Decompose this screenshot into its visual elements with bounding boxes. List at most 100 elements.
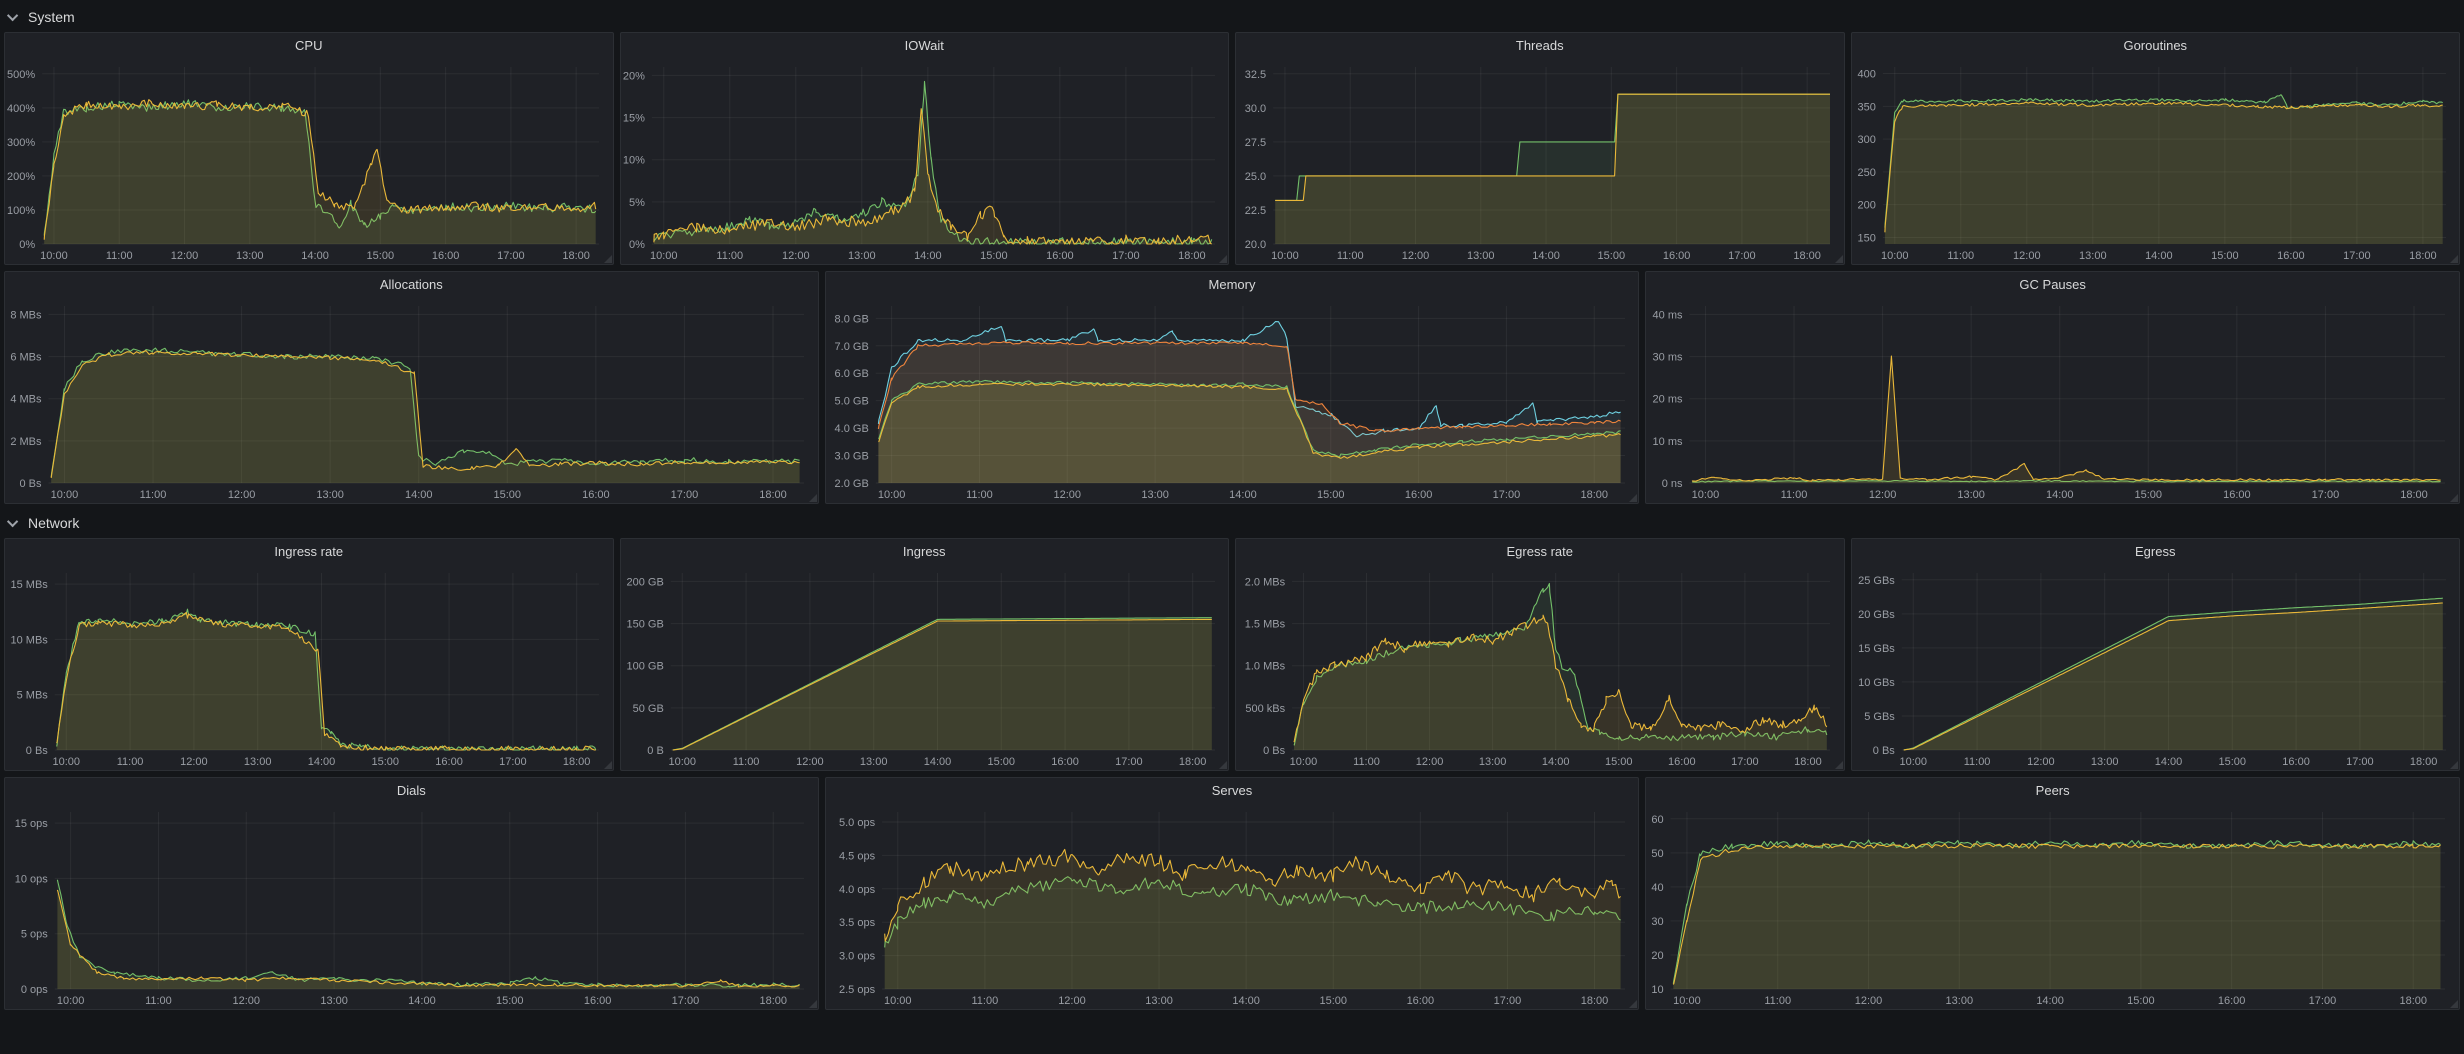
panel-resize-handle[interactable] bbox=[1629, 494, 1638, 502]
x-tick-label: 15:00 bbox=[2127, 995, 2155, 1007]
panel-resize-handle[interactable] bbox=[1219, 761, 1227, 769]
panel-title[interactable]: Egress bbox=[2135, 544, 2176, 559]
panel-title[interactable]: Ingress bbox=[902, 544, 946, 559]
timeseries-cpu[interactable]: 10:00 11:00 12:00 13:00 14:00 15:00 16:00 17:00… bbox=[5, 59, 613, 264]
panel-title[interactable]: Memory bbox=[1208, 277, 1256, 292]
panel-title[interactable]: Dials bbox=[396, 783, 426, 798]
chart-area[interactable]: 10:00 11:00 12:00 13:00 14:00 15:00 16:00 17:00… bbox=[1852, 59, 2460, 264]
y-tick-label: 5% bbox=[628, 197, 644, 209]
series-line-yellow bbox=[883, 848, 1621, 942]
series-area-green bbox=[44, 99, 596, 244]
chart-area[interactable]: 10:00 11:00 12:00 13:00 14:00 15:00 16:00 17:00… bbox=[5, 565, 613, 770]
timeseries-allocations[interactable]: 10:00 11:00 12:00 13:00 14:00 15:00 16:00 17:00… bbox=[5, 298, 818, 503]
panel-resize-handle[interactable] bbox=[1629, 1000, 1638, 1008]
y-tick-label: 200 GB bbox=[626, 576, 663, 588]
panel-resize-handle[interactable] bbox=[1834, 761, 1843, 769]
chart-area[interactable]: 10:00 11:00 12:00 13:00 14:00 15:00 16:00 17:00… bbox=[5, 298, 818, 503]
y-tick-label: 30 ms bbox=[1653, 352, 1683, 364]
timeseries-threads[interactable]: 10:00 11:00 12:00 13:00 14:00 15:00 16:00 17:00… bbox=[1236, 59, 1844, 264]
chart-area[interactable]: 10:00 11:00 12:00 13:00 14:00 15:00 16:00 17:00… bbox=[1646, 804, 2459, 1009]
series-area-green bbox=[56, 609, 596, 750]
timeseries-dials[interactable]: 10:00 11:00 12:00 13:00 14:00 15:00 16:00 17:00… bbox=[5, 804, 818, 1009]
y-tick-label: 20 bbox=[1652, 950, 1664, 962]
panel-resize-handle[interactable] bbox=[1834, 255, 1843, 263]
x-tick-label: 16:00 bbox=[1668, 756, 1696, 768]
chart-area[interactable]: 10:00 11:00 12:00 13:00 14:00 15:00 16:00 17:00… bbox=[1646, 298, 2459, 503]
panel-resize-handle[interactable] bbox=[808, 1000, 817, 1008]
chart-area[interactable]: 10:00 11:00 12:00 13:00 14:00 15:00 16:00 17:00… bbox=[5, 804, 818, 1009]
x-tick-label: 18:00 bbox=[1793, 250, 1821, 262]
panel-serves: Serves 10:00 11:00 12:00 13:00 14:00 15:00 16:0… bbox=[824, 777, 1640, 1010]
timeseries-peers[interactable]: 10:00 11:00 12:00 13:00 14:00 15:00 16:00 17:00… bbox=[1646, 804, 2459, 1009]
panel-resize-handle[interactable] bbox=[2450, 255, 2458, 263]
timeseries-egress-rate[interactable]: 10:00 11:00 12:00 13:00 14:00 15:00 16:00 17:00… bbox=[1236, 565, 1844, 770]
y-tick-label: 0 ops bbox=[21, 984, 48, 996]
x-tick-label: 13:00 bbox=[1479, 756, 1507, 768]
y-tick-label: 50 bbox=[1652, 848, 1664, 860]
y-tick-label: 25.0 bbox=[1245, 171, 1266, 183]
chart-area[interactable]: 10:00 11:00 12:00 13:00 14:00 15:00 16:00 17:00… bbox=[826, 804, 1639, 1009]
panel-title[interactable]: Goroutines bbox=[2123, 38, 2188, 53]
y-tick-label: 20% bbox=[622, 70, 644, 82]
timeseries-gc-pauses[interactable]: 10:00 11:00 12:00 13:00 14:00 15:00 16:00 17:00… bbox=[1646, 298, 2459, 503]
panel-resize-handle[interactable] bbox=[2450, 494, 2458, 502]
panel-title[interactable]: Allocations bbox=[379, 277, 443, 292]
panel-resize-handle[interactable] bbox=[2450, 1000, 2458, 1008]
y-tick-label: 0% bbox=[628, 239, 644, 251]
timeseries-iowait[interactable]: 10:00 11:00 12:00 13:00 14:00 15:00 16:00 17:00… bbox=[621, 59, 1229, 264]
chart-area[interactable]: 10:00 11:00 12:00 13:00 14:00 15:00 16:00 17:00… bbox=[621, 59, 1229, 264]
panel-title[interactable]: Peers bbox=[2035, 783, 2070, 798]
panel-title[interactable]: Ingress rate bbox=[274, 544, 344, 559]
y-tick-label: 350 bbox=[1857, 101, 1875, 113]
timeseries-serves[interactable]: 10:00 11:00 12:00 13:00 14:00 15:00 16:00 17:00… bbox=[826, 804, 1639, 1009]
series-line-yellow bbox=[1903, 602, 2443, 751]
x-tick-label: 15:00 bbox=[2218, 756, 2246, 768]
panel-iowait: IOWait 10:00 11:00 12:00 13:00 14:00 15:00 16:0… bbox=[619, 32, 1229, 265]
timeseries-ingress-rate[interactable]: 10:00 11:00 12:00 13:00 14:00 15:00 16:00 17:00… bbox=[5, 565, 613, 770]
chart-area[interactable]: 10:00 11:00 12:00 13:00 14:00 15:00 16:00 17:00… bbox=[1236, 565, 1844, 770]
section-header-system[interactable]: System bbox=[2, 4, 2462, 30]
x-tick-label: 14:00 bbox=[405, 489, 433, 501]
panel-allocations: Allocations 10:00 11:00 12:00 13:00 14:00 15:0… bbox=[4, 271, 819, 504]
panel-resize-handle[interactable] bbox=[2450, 761, 2458, 769]
x-tick-label: 17:00 bbox=[672, 995, 700, 1007]
chart-area[interactable]: 10:00 11:00 12:00 13:00 14:00 15:00 16:00 17:00… bbox=[1852, 565, 2460, 770]
x-tick-label: 10:00 bbox=[650, 250, 678, 262]
timeseries-memory[interactable]: 10:00 11:00 12:00 13:00 14:00 15:00 16:00 17:00… bbox=[826, 298, 1639, 503]
x-tick-label: 14:00 bbox=[408, 995, 436, 1007]
y-tick-label: 27.5 bbox=[1245, 137, 1266, 149]
timeseries-ingress[interactable]: 10:00 11:00 12:00 13:00 14:00 15:00 16:00 17:00… bbox=[621, 565, 1229, 770]
x-tick-label: 11:00 bbox=[1947, 250, 1974, 262]
chart-area[interactable]: 10:00 11:00 12:00 13:00 14:00 15:00 16:00 17:00… bbox=[621, 565, 1229, 770]
panel-resize-handle[interactable] bbox=[1219, 255, 1227, 263]
panel-title[interactable]: IOWait bbox=[904, 38, 944, 53]
series-area-yellow bbox=[1294, 615, 1827, 750]
series-line-green bbox=[1293, 582, 1828, 746]
series-line-yellow bbox=[1293, 614, 1828, 743]
panel-title[interactable]: Egress rate bbox=[1506, 544, 1573, 559]
chart-area[interactable]: 10:00 11:00 12:00 13:00 14:00 15:00 16:00 17:00… bbox=[5, 59, 613, 264]
chart-area[interactable]: 10:00 11:00 12:00 13:00 14:00 15:00 16:00 17:00… bbox=[826, 298, 1639, 503]
chevron-down-icon bbox=[6, 515, 19, 528]
section-header-network[interactable]: Network bbox=[2, 510, 2462, 536]
y-tick-label: 6.0 GB bbox=[834, 368, 868, 380]
panel-resize-handle[interactable] bbox=[603, 255, 612, 263]
panel-title[interactable]: GC Pauses bbox=[2019, 277, 2086, 292]
series-line-green bbox=[1883, 94, 2443, 228]
series-area-yellow bbox=[653, 108, 1212, 244]
panel-title[interactable]: Threads bbox=[1515, 38, 1564, 53]
x-tick-label: 13:00 bbox=[244, 756, 272, 768]
panel-title[interactable]: CPU bbox=[295, 38, 323, 53]
x-tick-label: 15:00 bbox=[987, 756, 1015, 768]
timeseries-egress[interactable]: 10:00 11:00 12:00 13:00 14:00 15:00 16:00 17:00… bbox=[1852, 565, 2460, 770]
y-tick-label: 20 ms bbox=[1653, 394, 1683, 406]
timeseries-goroutines[interactable]: 10:00 11:00 12:00 13:00 14:00 15:00 16:00 17:00… bbox=[1852, 59, 2460, 264]
panel-resize-handle[interactable] bbox=[808, 494, 817, 502]
y-tick-label: 15 MBs bbox=[11, 579, 49, 591]
x-tick-label: 16:00 bbox=[1051, 756, 1079, 768]
panel-title[interactable]: Serves bbox=[1211, 783, 1253, 798]
chart-area[interactable]: 10:00 11:00 12:00 13:00 14:00 15:00 16:00 17:00… bbox=[1236, 59, 1844, 264]
panel-resize-handle[interactable] bbox=[603, 761, 612, 769]
y-tick-label: 4.5 ops bbox=[839, 850, 876, 862]
series-area-green bbox=[51, 348, 800, 483]
